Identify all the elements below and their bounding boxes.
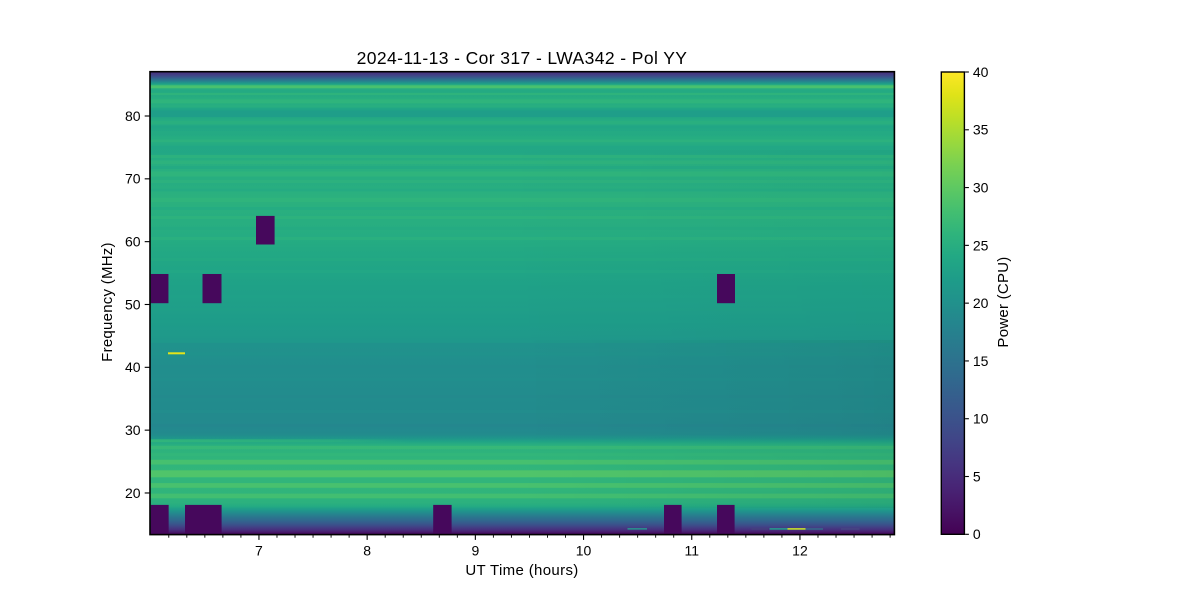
svg-text:20: 20 xyxy=(125,485,141,501)
svg-text:10: 10 xyxy=(973,411,989,427)
svg-text:Power (CPU): Power (CPU) xyxy=(995,256,1012,347)
svg-text:12: 12 xyxy=(792,543,808,559)
svg-text:40: 40 xyxy=(973,64,989,80)
svg-text:11: 11 xyxy=(684,543,699,559)
svg-text:Frequency (MHz): Frequency (MHz) xyxy=(99,242,116,362)
svg-text:50: 50 xyxy=(125,296,141,312)
svg-text:8: 8 xyxy=(363,543,371,559)
svg-text:7: 7 xyxy=(255,543,263,559)
svg-text:40: 40 xyxy=(125,359,141,375)
svg-text:9: 9 xyxy=(471,543,479,559)
svg-text:10: 10 xyxy=(576,543,592,559)
svg-text:25: 25 xyxy=(973,237,989,253)
svg-text:20: 20 xyxy=(973,295,989,311)
svg-text:UT Time (hours): UT Time (hours) xyxy=(465,562,578,579)
svg-text:80: 80 xyxy=(125,108,141,124)
svg-text:60: 60 xyxy=(125,234,141,250)
svg-text:5: 5 xyxy=(973,468,981,484)
svg-text:0: 0 xyxy=(973,526,981,542)
svg-text:35: 35 xyxy=(973,122,989,138)
svg-text:70: 70 xyxy=(125,171,141,187)
svg-text:30: 30 xyxy=(125,422,141,438)
svg-text:30: 30 xyxy=(973,179,989,195)
svg-text:2024-11-13 - Cor 317 - LWA342: 2024-11-13 - Cor 317 - LWA342 - Pol YY xyxy=(357,48,688,68)
svg-text:15: 15 xyxy=(973,353,989,369)
